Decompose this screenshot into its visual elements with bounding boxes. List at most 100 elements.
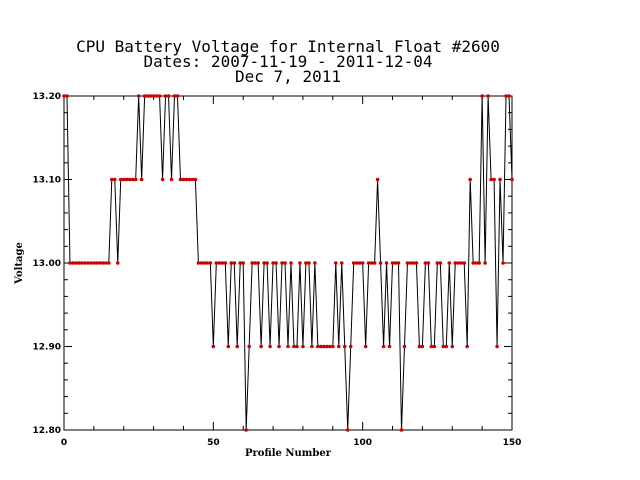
data-point [211,344,216,349]
axis-ticks [63,95,513,431]
data-point [360,261,365,265]
data-point [411,261,416,265]
data-point [232,261,237,265]
data-point [265,261,269,265]
data-point [175,94,180,98]
data-point [316,344,320,349]
data-point [402,344,407,349]
data-point [325,344,329,349]
data-point [181,177,186,182]
data-point [501,261,505,265]
data-point [339,261,344,265]
data-point [351,261,356,265]
x-tick-label: 150 [503,438,522,448]
data-point [229,261,234,265]
data-point [310,344,314,349]
data-point [196,261,201,265]
data-point [435,261,440,265]
data-point [301,344,305,349]
data-point [414,261,419,265]
data-point [393,261,398,265]
data-point [107,261,111,265]
data-point [157,94,162,98]
data-point [405,261,410,265]
voltage-series-line [64,95,513,431]
data-point [65,94,69,98]
data-point [95,261,99,265]
data-point [127,177,132,182]
plot-frame [63,95,513,431]
data-point [480,94,484,98]
y-tick-label: 12.80 [33,426,61,436]
data-point [80,261,84,265]
data-point [109,177,114,182]
data-point [142,94,147,98]
voltage-series-markers [62,94,514,432]
data-point [444,344,449,349]
data-point [471,261,475,265]
y-tick-label: 13.20 [33,92,61,102]
data-point [121,177,126,182]
data-point [477,261,481,265]
data-point [280,261,284,265]
data-point [86,261,90,265]
data-point [363,344,368,349]
data-point [199,261,204,265]
data-point [253,261,257,265]
data-point [432,344,437,349]
data-point [124,177,129,182]
data-point [468,177,472,182]
data-point [68,261,72,265]
data-point [504,94,508,98]
data-point [333,261,338,265]
data-point [507,94,511,98]
data-point [510,177,514,182]
data-point [139,177,144,182]
data-point [104,261,108,265]
data-point [336,344,341,349]
data-point [187,177,192,182]
chart-title-line-2: Dates: 2007-11-19 - 2011-12-04 [144,52,433,71]
data-point [450,344,455,349]
data-point [214,261,219,265]
data-point [378,261,383,265]
data-point [423,261,428,265]
data-point [262,261,266,265]
data-point [295,344,299,349]
data-point [366,261,371,265]
data-point [112,177,117,182]
data-point [62,94,66,98]
data-point [136,94,141,98]
data-point [151,94,156,98]
data-point [184,177,189,182]
data-point [271,261,275,265]
data-point [357,261,362,265]
data-point [166,94,171,98]
data-point [226,344,231,349]
data-point [399,428,404,432]
data-point [74,261,78,265]
x-tick-label: 100 [353,438,372,448]
data-point [89,261,93,265]
data-point [498,177,502,182]
data-point [202,261,207,265]
data-point [319,344,323,349]
data-point [163,94,168,98]
data-point [390,261,395,265]
data-point [115,261,120,265]
data-point [235,344,240,349]
data-point [441,344,446,349]
data-point [489,177,493,182]
data-point [348,344,353,349]
x-tick-label: 0 [61,438,67,448]
data-point [169,177,174,182]
data-point [98,261,102,265]
data-point [118,177,123,182]
data-point [387,344,392,349]
data-point [77,261,81,265]
data-point [322,344,326,349]
data-point [92,261,96,265]
data-point [268,344,272,349]
data-point [208,261,213,265]
